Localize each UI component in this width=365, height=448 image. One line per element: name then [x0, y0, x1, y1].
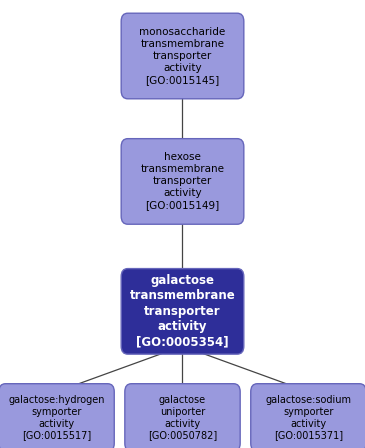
FancyBboxPatch shape: [125, 383, 240, 448]
FancyBboxPatch shape: [121, 269, 244, 354]
Text: galactose:hydrogen
symporter
activity
[GO:0015517]: galactose:hydrogen symporter activity [G…: [8, 395, 105, 440]
Text: monosaccharide
transmembrane
transporter
activity
[GO:0015145]: monosaccharide transmembrane transporter…: [139, 27, 226, 85]
Text: galactose
uniporter
activity
[GO:0050782]: galactose uniporter activity [GO:0050782…: [148, 395, 217, 440]
Text: galactose:sodium
symporter
activity
[GO:0015371]: galactose:sodium symporter activity [GO:…: [265, 395, 351, 440]
FancyBboxPatch shape: [121, 13, 244, 99]
Text: galactose
transmembrane
transporter
activity
[GO:0005354]: galactose transmembrane transporter acti…: [130, 274, 235, 349]
FancyBboxPatch shape: [0, 383, 114, 448]
FancyBboxPatch shape: [121, 139, 244, 224]
Text: hexose
transmembrane
transporter
activity
[GO:0015149]: hexose transmembrane transporter activit…: [141, 152, 224, 211]
FancyBboxPatch shape: [251, 383, 365, 448]
